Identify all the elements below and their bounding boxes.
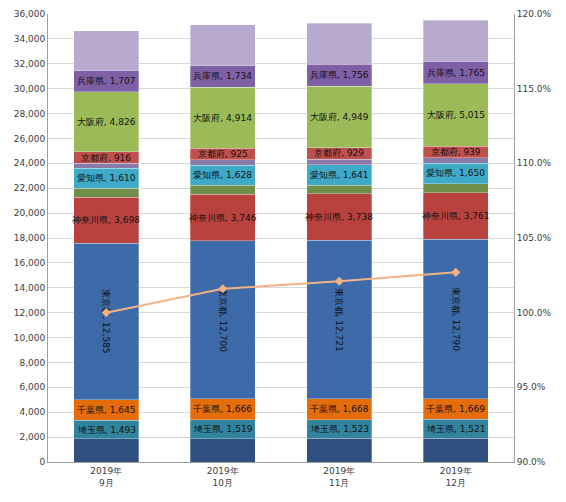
svg-text:埼玉県, 1,519: 埼玉県, 1,519 <box>193 424 253 434</box>
svg-text:10,000: 10,000 <box>14 333 46 343</box>
svg-text:22,000: 22,000 <box>14 183 46 193</box>
svg-text:兵庫県, 1,734: 兵庫県, 1,734 <box>193 71 252 81</box>
svg-text:16,000: 16,000 <box>14 258 46 268</box>
svg-text:20,000: 20,000 <box>14 208 46 218</box>
svg-text:8,000: 8,000 <box>19 358 45 368</box>
svg-text:京都府, 925: 京都府, 925 <box>198 149 248 159</box>
svg-text:28,000: 28,000 <box>14 109 46 119</box>
svg-text:千葉県, 1,668: 千葉県, 1,668 <box>310 404 369 414</box>
svg-text:12,000: 12,000 <box>14 308 46 318</box>
svg-text:34,000: 34,000 <box>14 34 46 44</box>
svg-text:24,000: 24,000 <box>14 158 46 168</box>
svg-text:2019年10月: 2019年10月 <box>207 466 239 488</box>
svg-text:東京都, 12,721: 東京都, 12,721 <box>334 288 344 352</box>
svg-text:2019年9月: 2019年9月 <box>90 466 122 488</box>
svg-text:愛知県, 1,628: 愛知県, 1,628 <box>193 170 252 180</box>
svg-text:0: 0 <box>39 457 45 467</box>
svg-text:東京都, 12,790: 東京都, 12,790 <box>451 287 461 351</box>
svg-text:神奈川県, 3,698: 神奈川県, 3,698 <box>72 215 140 225</box>
svg-text:100.0%: 100.0% <box>517 308 552 318</box>
svg-text:兵庫県, 1,707: 兵庫県, 1,707 <box>77 76 136 86</box>
svg-text:京都府, 929: 京都府, 929 <box>314 148 364 158</box>
svg-text:京都府, 939: 京都府, 939 <box>431 147 481 157</box>
svg-text:東京都, 12,700: 東京都, 12,700 <box>218 288 228 352</box>
svg-text:兵庫県, 1,765: 兵庫県, 1,765 <box>427 68 486 78</box>
svg-text:2019年12月: 2019年12月 <box>440 466 472 488</box>
svg-text:90.0%: 90.0% <box>517 457 546 467</box>
svg-text:千葉県, 1,645: 千葉県, 1,645 <box>77 405 136 415</box>
svg-text:6,000: 6,000 <box>19 382 45 392</box>
svg-text:18,000: 18,000 <box>14 233 46 243</box>
svg-text:30,000: 30,000 <box>14 84 46 94</box>
svg-text:26,000: 26,000 <box>14 134 46 144</box>
svg-text:神奈川県, 3,738: 神奈川県, 3,738 <box>305 212 373 222</box>
svg-text:千葉県, 1,669: 千葉県, 1,669 <box>426 404 485 414</box>
svg-text:95.0%: 95.0% <box>517 382 546 392</box>
svg-text:36,000: 36,000 <box>14 9 46 19</box>
svg-text:115.0%: 115.0% <box>517 84 552 94</box>
svg-text:4,000: 4,000 <box>19 407 45 417</box>
svg-text:110.0%: 110.0% <box>517 158 552 168</box>
svg-text:埼玉県, 1,493: 埼玉県, 1,493 <box>77 425 137 435</box>
svg-text:32,000: 32,000 <box>14 59 46 69</box>
svg-text:京都府, 916: 京都府, 916 <box>81 153 131 163</box>
svg-text:大阪府, 4,949: 大阪府, 4,949 <box>310 112 369 122</box>
svg-text:兵庫県, 1,756: 兵庫県, 1,756 <box>310 70 369 80</box>
svg-text:神奈川県, 3,761: 神奈川県, 3,761 <box>422 211 490 221</box>
svg-text:埼玉県, 1,521: 埼玉県, 1,521 <box>426 424 486 434</box>
svg-text:愛知県, 1,610: 愛知県, 1,610 <box>77 173 136 183</box>
svg-text:2,000: 2,000 <box>19 432 45 442</box>
svg-text:神奈川県, 3,746: 神奈川県, 3,746 <box>189 213 257 223</box>
svg-text:大阪府, 5,015: 大阪府, 5,015 <box>427 110 486 120</box>
svg-text:105.0%: 105.0% <box>517 233 552 243</box>
svg-text:120.0%: 120.0% <box>517 9 552 19</box>
svg-text:大阪府, 4,914: 大阪府, 4,914 <box>193 113 252 123</box>
svg-text:大阪府, 4,826: 大阪府, 4,826 <box>77 117 136 127</box>
svg-text:千葉県, 1,666: 千葉県, 1,666 <box>193 404 252 414</box>
svg-text:愛知県, 1,650: 愛知県, 1,650 <box>426 168 485 178</box>
svg-text:14,000: 14,000 <box>14 283 46 293</box>
svg-text:東京都, 12,585: 東京都, 12,585 <box>101 289 111 353</box>
svg-text:2019年11月: 2019年11月 <box>323 466 355 488</box>
svg-text:埼玉県, 1,523: 埼玉県, 1,523 <box>310 424 370 434</box>
svg-text:愛知県, 1,641: 愛知県, 1,641 <box>310 170 369 180</box>
